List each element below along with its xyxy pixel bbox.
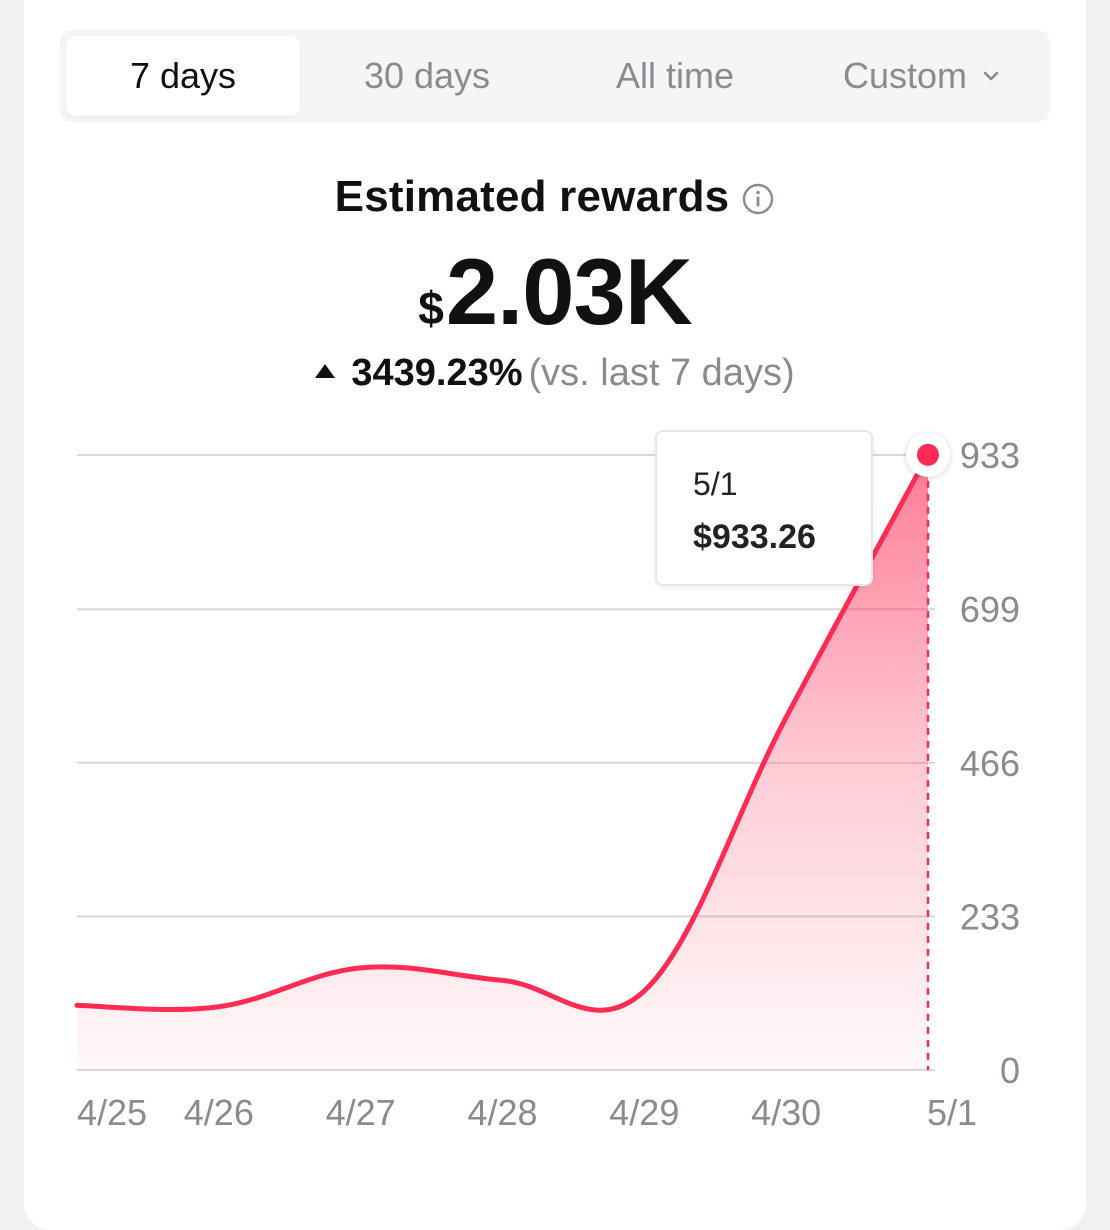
chevron-down-icon bbox=[983, 71, 999, 81]
tab-custom[interactable]: Custom bbox=[806, 36, 1040, 116]
x-tick-label: 4/29 bbox=[609, 1092, 679, 1133]
y-tick-label: 699 bbox=[960, 589, 1020, 630]
x-tick-label: 4/28 bbox=[467, 1092, 537, 1133]
date-range-tabs: 7 days 30 days All time Custom bbox=[60, 30, 1050, 122]
x-tick-label: 4/30 bbox=[751, 1092, 821, 1133]
metric-change: 3439.23% (vs. last 7 days) bbox=[0, 352, 1110, 395]
change-percent: 3439.23% bbox=[351, 352, 523, 394]
tab-all-time[interactable]: All time bbox=[558, 36, 792, 116]
currency-symbol: $ bbox=[418, 282, 444, 334]
x-tick-label: 4/25 bbox=[77, 1092, 147, 1133]
tab-label: 30 days bbox=[363, 55, 491, 96]
tab-label: Custom bbox=[842, 55, 968, 96]
tab-label: All time bbox=[615, 55, 735, 96]
metric-header: Estimated rewards bbox=[0, 172, 1110, 222]
arrow-up-icon bbox=[315, 363, 336, 378]
data-point[interactable] bbox=[776, 707, 796, 727]
chart-tooltip: 5/1 $933.26 bbox=[655, 430, 873, 586]
rewards-chart[interactable]: 0 233 466 699 933 4/25 4/26 4/27 4/28 4/29 4/30 5/… bbox=[0, 0, 1110, 1200]
x-tick-label: 5/1 bbox=[927, 1092, 977, 1133]
y-tick-label: 233 bbox=[960, 896, 1020, 937]
metric-amount: $ 2.03K bbox=[0, 238, 1110, 346]
change-period: (vs. last 7 days) bbox=[528, 352, 795, 394]
highlight-marker-dot[interactable] bbox=[917, 443, 939, 466]
metric-title: Estimated rewards bbox=[334, 172, 730, 221]
y-tick-label: 0 bbox=[1000, 1050, 1020, 1091]
data-point[interactable] bbox=[351, 958, 371, 978]
tab-label: 7 days bbox=[129, 55, 237, 96]
data-point[interactable] bbox=[634, 981, 654, 1001]
area-fill bbox=[77, 454, 928, 1070]
data-point[interactable] bbox=[493, 970, 513, 990]
info-icon[interactable] bbox=[741, 182, 775, 216]
tooltip-date: 5/1 bbox=[693, 466, 738, 502]
tab-30-days[interactable]: 30 days bbox=[310, 36, 544, 116]
data-point[interactable] bbox=[67, 995, 87, 1015]
series-line bbox=[74, 452, 931, 1013]
y-tick-label: 466 bbox=[960, 743, 1020, 784]
y-tick-label: 933 bbox=[960, 435, 1020, 476]
x-tick-label: 4/26 bbox=[184, 1092, 254, 1133]
tooltip-value: $933.26 bbox=[693, 518, 816, 556]
x-tick-label: 4/27 bbox=[326, 1092, 396, 1133]
data-point[interactable] bbox=[209, 997, 229, 1017]
amount-value: 2.03K bbox=[445, 239, 693, 344]
tab-7-days[interactable]: 7 days bbox=[66, 36, 300, 116]
